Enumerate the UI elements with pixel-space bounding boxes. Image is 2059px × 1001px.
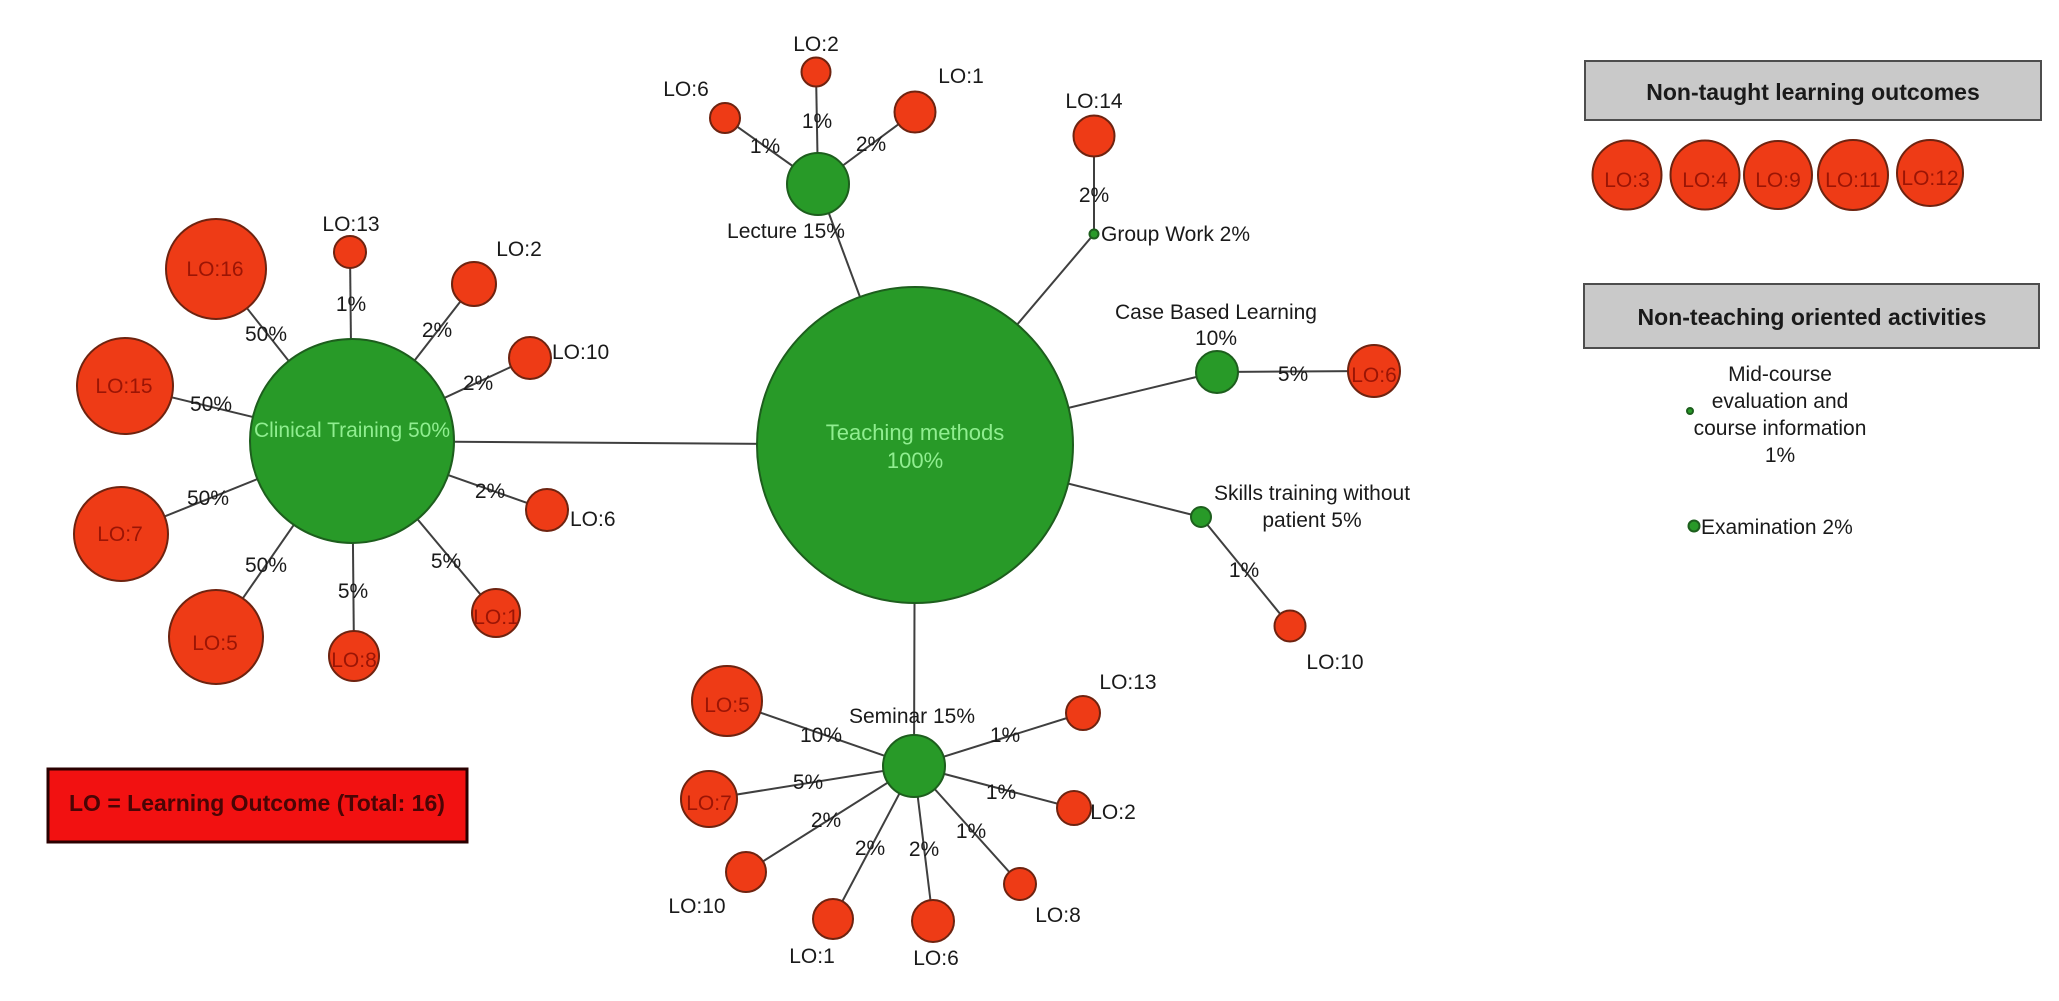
svg-text:LO:11: LO:11 bbox=[1825, 169, 1881, 192]
svg-text:Teaching methods: Teaching methods bbox=[826, 420, 1005, 445]
svg-text:LO:6: LO:6 bbox=[913, 947, 959, 970]
svg-text:Group Work 2%: Group Work 2% bbox=[1101, 223, 1250, 246]
svg-text:1%: 1% bbox=[336, 293, 366, 316]
svg-text:LO:6: LO:6 bbox=[1351, 364, 1397, 387]
svg-text:2%: 2% bbox=[855, 837, 885, 860]
svg-text:Lecture 15%: Lecture 15% bbox=[727, 220, 845, 243]
svg-text:2%: 2% bbox=[463, 372, 493, 395]
svg-text:2%: 2% bbox=[811, 809, 841, 832]
svg-text:LO:1: LO:1 bbox=[473, 606, 519, 629]
svg-text:Clinical Training 50%: Clinical Training 50% bbox=[254, 419, 450, 442]
svg-text:LO:12: LO:12 bbox=[1901, 167, 1958, 190]
svg-text:1%: 1% bbox=[1765, 444, 1795, 467]
svg-text:Mid-course: Mid-course bbox=[1728, 363, 1832, 386]
svg-text:LO:2: LO:2 bbox=[1090, 801, 1136, 824]
svg-text:Non-teaching oriented activiti: Non-teaching oriented activities bbox=[1638, 304, 1987, 330]
svg-text:LO:7: LO:7 bbox=[97, 523, 143, 546]
svg-text:LO:10: LO:10 bbox=[552, 341, 609, 364]
svg-text:patient 5%: patient 5% bbox=[1262, 509, 1361, 532]
svg-text:LO:5: LO:5 bbox=[192, 632, 238, 655]
svg-text:5%: 5% bbox=[1278, 363, 1308, 386]
svg-text:LO:10: LO:10 bbox=[668, 895, 725, 918]
svg-text:LO:1: LO:1 bbox=[789, 945, 835, 968]
svg-text:LO:6: LO:6 bbox=[570, 508, 616, 531]
svg-text:5%: 5% bbox=[431, 550, 461, 573]
svg-text:1%: 1% bbox=[990, 724, 1020, 747]
svg-text:LO:2: LO:2 bbox=[496, 238, 542, 261]
svg-text:Case Based Learning: Case Based Learning bbox=[1115, 301, 1317, 324]
svg-text:LO:7: LO:7 bbox=[686, 792, 732, 815]
svg-text:LO:13: LO:13 bbox=[322, 213, 379, 236]
svg-text:LO = Learning Outcome (Total:: LO = Learning Outcome (Total: 16) bbox=[69, 790, 445, 816]
svg-text:1%: 1% bbox=[1229, 559, 1259, 582]
svg-text:LO:13: LO:13 bbox=[1099, 671, 1156, 694]
svg-text:LO:15: LO:15 bbox=[95, 375, 152, 398]
svg-text:LO:3: LO:3 bbox=[1604, 169, 1650, 192]
svg-text:LO:10: LO:10 bbox=[1306, 651, 1363, 674]
svg-text:50%: 50% bbox=[190, 393, 232, 416]
svg-text:100%: 100% bbox=[887, 448, 943, 473]
svg-text:2%: 2% bbox=[856, 133, 886, 156]
svg-text:LO:4: LO:4 bbox=[1682, 169, 1728, 192]
svg-text:50%: 50% bbox=[245, 323, 287, 346]
svg-text:50%: 50% bbox=[187, 487, 229, 510]
svg-text:LO:6: LO:6 bbox=[663, 78, 709, 101]
svg-text:50%: 50% bbox=[245, 554, 287, 577]
svg-text:Non-taught learning outcomes: Non-taught learning outcomes bbox=[1646, 79, 1980, 105]
svg-text:5%: 5% bbox=[793, 771, 823, 794]
svg-text:2%: 2% bbox=[1079, 184, 1109, 207]
svg-text:10%: 10% bbox=[800, 724, 842, 747]
svg-text:2%: 2% bbox=[422, 319, 452, 342]
svg-text:Skills training without: Skills training without bbox=[1214, 482, 1410, 505]
svg-text:1%: 1% bbox=[802, 110, 832, 133]
svg-text:LO:9: LO:9 bbox=[1755, 169, 1801, 192]
svg-text:course information: course information bbox=[1694, 417, 1867, 440]
svg-text:evaluation and: evaluation and bbox=[1712, 390, 1849, 413]
svg-text:LO:16: LO:16 bbox=[186, 258, 243, 281]
svg-text:2%: 2% bbox=[909, 838, 939, 861]
svg-text:Examination 2%: Examination 2% bbox=[1701, 516, 1853, 539]
svg-text:LO:2: LO:2 bbox=[793, 33, 839, 56]
svg-text:LO:8: LO:8 bbox=[1035, 904, 1081, 927]
svg-text:1%: 1% bbox=[986, 781, 1016, 804]
svg-text:LO:1: LO:1 bbox=[938, 65, 984, 88]
svg-text:LO:8: LO:8 bbox=[331, 649, 377, 672]
svg-text:5%: 5% bbox=[338, 580, 368, 603]
svg-text:LO:14: LO:14 bbox=[1065, 90, 1123, 113]
svg-text:Seminar 15%: Seminar 15% bbox=[849, 705, 975, 728]
svg-text:LO:5: LO:5 bbox=[704, 694, 750, 717]
svg-text:1%: 1% bbox=[956, 820, 986, 843]
svg-text:10%: 10% bbox=[1195, 327, 1237, 350]
svg-text:2%: 2% bbox=[475, 480, 505, 503]
svg-text:1%: 1% bbox=[750, 135, 780, 158]
